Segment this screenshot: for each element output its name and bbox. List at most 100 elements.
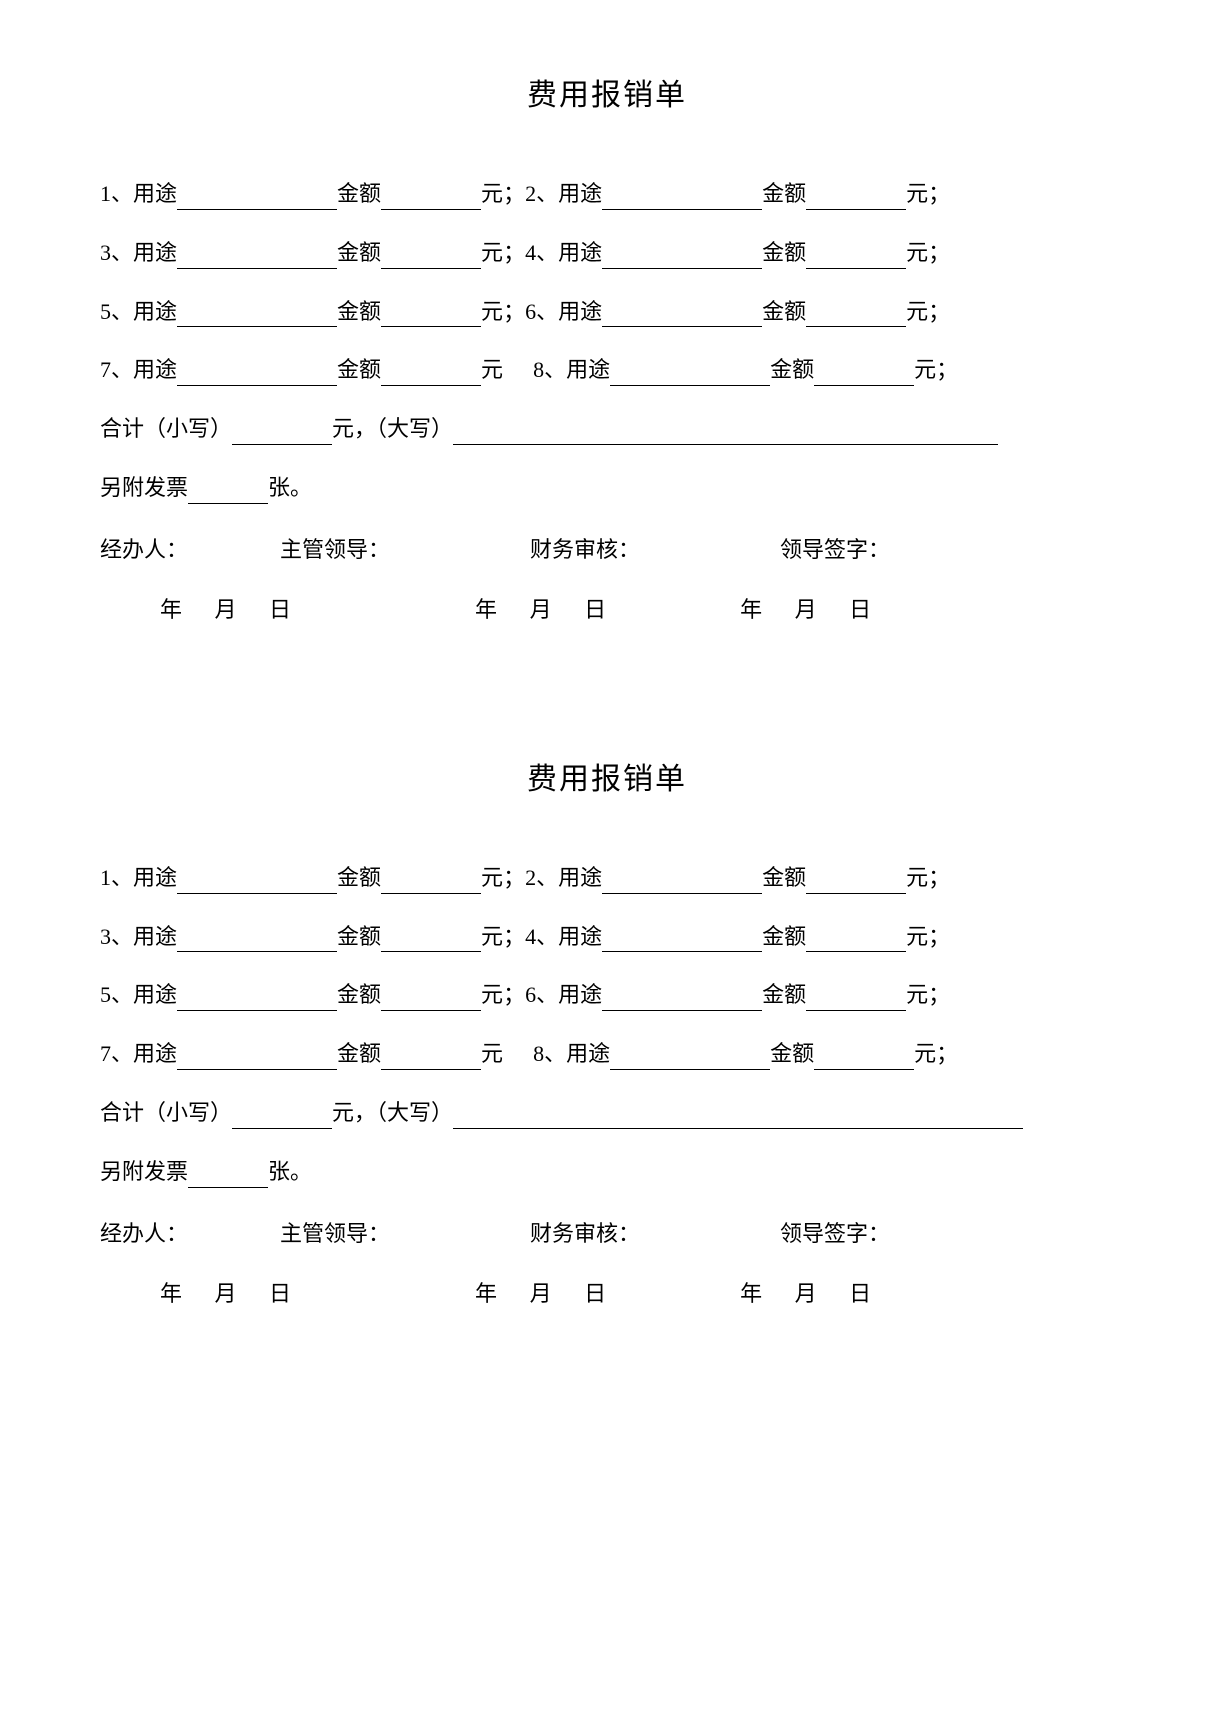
sep-dot: 、 (111, 863, 133, 894)
day-label: 日 (269, 1281, 295, 1306)
purpose-blank[interactable] (177, 929, 337, 952)
purpose-blank[interactable] (602, 988, 762, 1011)
gap (295, 1276, 475, 1308)
purpose-blank[interactable] (602, 929, 762, 952)
item-num: 1 (100, 179, 111, 210)
amount-blank[interactable] (381, 929, 481, 952)
purpose-label: 用途 (558, 922, 602, 953)
item-sep: ； (936, 355, 958, 386)
supervisor-label: 主管领导： (280, 532, 530, 564)
purpose-blank[interactable] (177, 988, 337, 1011)
form-title: 费用报销单 (100, 70, 1114, 114)
amount-blank[interactable] (806, 246, 906, 269)
handler-label: 经办人： (100, 532, 280, 564)
item-num: 6 (525, 297, 536, 328)
year-label: 年 (475, 597, 501, 622)
amount-blank[interactable] (806, 304, 906, 327)
item-sep: ； (503, 980, 525, 1011)
amount-blank[interactable] (381, 363, 481, 386)
amount-label: 金额 (337, 922, 381, 953)
purpose-blank[interactable] (177, 187, 337, 210)
invoice-blank[interactable] (188, 1165, 268, 1188)
amount-blank[interactable] (806, 988, 906, 1011)
amount-label: 金额 (762, 922, 806, 953)
item-row: 7、 用途 金额 元 8、 用途 金额 元； (100, 355, 1114, 386)
total-caps-blank[interactable] (453, 422, 998, 445)
purpose-blank[interactable] (177, 304, 337, 327)
sep-dot: 、 (536, 980, 558, 1011)
purpose-label: 用途 (133, 355, 177, 386)
item-sep: ； (503, 297, 525, 328)
purpose-blank[interactable] (177, 246, 337, 269)
date-row: 年 月 日 年 月 日 年 月 日 (100, 592, 1114, 624)
purpose-blank[interactable] (602, 246, 762, 269)
unit: 元 (914, 355, 936, 386)
purpose-blank[interactable] (602, 871, 762, 894)
purpose-label: 用途 (133, 863, 177, 894)
day-label: 日 (584, 1281, 610, 1306)
total-row: 合计（小写） 元，（大写） (100, 414, 1114, 445)
expense-form: 费用报销单 1、 用途 金额 元； 2、 用途 金额 元； 3、 用途 金额 元… (100, 70, 1114, 624)
sep-dot: 、 (111, 355, 133, 386)
purpose-label: 用途 (566, 355, 610, 386)
purpose-blank[interactable] (177, 1047, 337, 1070)
sep-dot: 、 (544, 355, 566, 386)
amount-blank[interactable] (806, 871, 906, 894)
purpose-blank[interactable] (177, 363, 337, 386)
purpose-blank[interactable] (177, 871, 337, 894)
unit: 元 (906, 980, 928, 1011)
invoice-row: 另附发票 张。 (100, 1157, 1114, 1188)
amount-blank[interactable] (381, 246, 481, 269)
total-small-blank[interactable] (232, 1106, 332, 1129)
unit: 元 (906, 297, 928, 328)
item-num: 7 (100, 1039, 111, 1070)
total-mid: 元，（大写） (332, 1098, 453, 1129)
purpose-blank[interactable] (610, 1047, 770, 1070)
total-prefix: 合计（小写） (100, 414, 232, 445)
unit: 元 (906, 922, 928, 953)
expense-form: 费用报销单 1、 用途 金额 元； 2、 用途 金额 元； 3、 用途 金额 元… (100, 754, 1114, 1308)
sep-dot: 、 (111, 1039, 133, 1070)
amount-blank[interactable] (806, 187, 906, 210)
unit: 元 (481, 297, 503, 328)
unit: 元 (481, 1039, 503, 1070)
gap (295, 592, 475, 624)
purpose-blank[interactable] (610, 363, 770, 386)
amount-blank[interactable] (381, 1047, 481, 1070)
supervisor-label: 主管领导： (280, 1216, 530, 1248)
amount-label: 金额 (762, 980, 806, 1011)
sep-dot: 、 (536, 179, 558, 210)
invoice-prefix: 另附发票 (100, 473, 188, 504)
invoice-blank[interactable] (188, 481, 268, 504)
amount-blank[interactable] (381, 871, 481, 894)
amount-blank[interactable] (806, 929, 906, 952)
amount-label: 金额 (337, 297, 381, 328)
amount-label: 金额 (337, 179, 381, 210)
total-caps-blank[interactable] (453, 1106, 1023, 1129)
amount-blank[interactable] (381, 304, 481, 327)
unit: 元 (481, 980, 503, 1011)
date-group: 年 月 日 (160, 592, 295, 624)
month-label: 月 (530, 597, 556, 622)
purpose-blank[interactable] (602, 304, 762, 327)
amount-blank[interactable] (381, 187, 481, 210)
item-sep: ； (928, 297, 950, 328)
amount-blank[interactable] (814, 1047, 914, 1070)
unit: 元 (906, 238, 928, 269)
item-sep: ； (928, 238, 950, 269)
month-label: 月 (795, 597, 821, 622)
unit: 元 (906, 179, 928, 210)
handler-label: 经办人： (100, 1216, 280, 1248)
amount-blank[interactable] (381, 988, 481, 1011)
unit: 元 (481, 355, 503, 386)
purpose-blank[interactable] (602, 187, 762, 210)
amount-blank[interactable] (814, 363, 914, 386)
month-label: 月 (530, 1281, 556, 1306)
unit: 元 (481, 922, 503, 953)
date-group: 年 月 日 (160, 1276, 295, 1308)
gap (100, 1276, 160, 1308)
total-small-blank[interactable] (232, 422, 332, 445)
item-sep: ； (503, 238, 525, 269)
unit: 元 (481, 238, 503, 269)
amount-label: 金额 (762, 297, 806, 328)
